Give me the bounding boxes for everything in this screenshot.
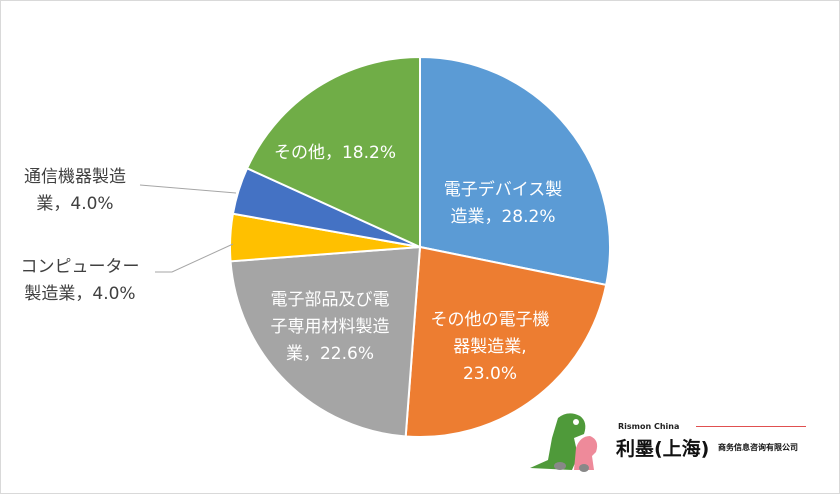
- slice-label: 通信機器製造業，4.0%: [24, 167, 126, 214]
- slice-label: 電子部品及び電子専用材料製造業，22.6%: [271, 290, 390, 364]
- slice-label: その他，18.2%: [274, 143, 396, 163]
- slice-label: 電子デバイス製造業，28.2%: [444, 179, 563, 227]
- pie-slice: [404, 245, 608, 438]
- pie-slice: [245, 55, 421, 249]
- logo-line: [696, 426, 806, 427]
- logo-english: Rismon China: [618, 422, 680, 431]
- slice-label: その他の電子機器製造業, 23.0%: [431, 310, 550, 384]
- pie-slice: [229, 245, 422, 438]
- pie-slice: [419, 55, 611, 287]
- logo: Rismon China 利墨(上海) 商务信息咨询有限公司: [518, 408, 828, 474]
- leader-line: [139, 184, 237, 194]
- logo-subtitle: 商务信息咨询有限公司: [718, 443, 798, 452]
- slice-label: コンピューター製造業，4.0%: [21, 257, 140, 304]
- leader-line: [155, 243, 234, 273]
- dinosaur-logo-icon: [530, 413, 598, 472]
- logo-chinese: 利墨(上海): [616, 438, 710, 460]
